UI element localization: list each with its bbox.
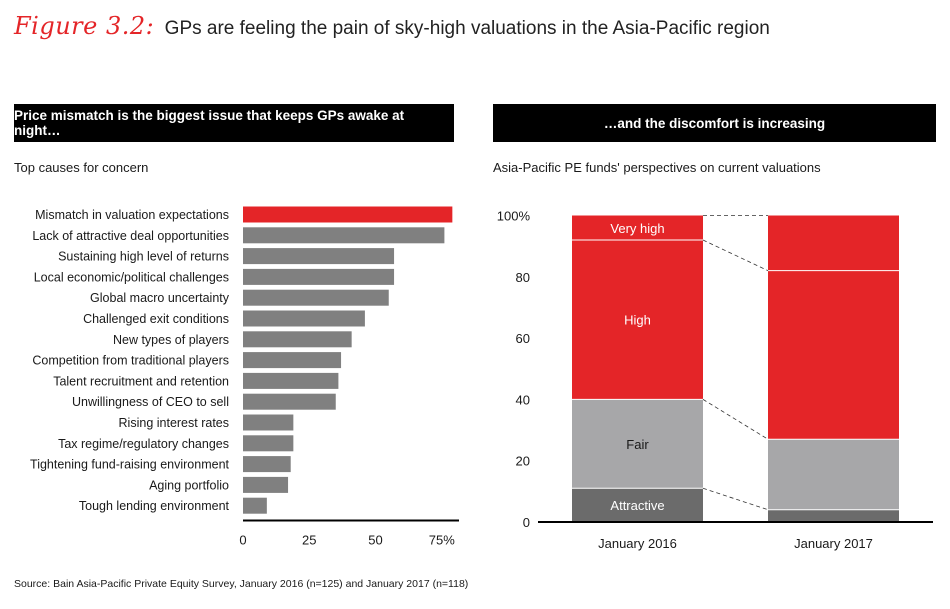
left-subtitle: Top causes for concern <box>14 160 149 175</box>
y-tick-label: 40 <box>516 392 530 407</box>
category-axis-label: January 2017 <box>794 536 873 551</box>
concern-bar <box>243 227 445 244</box>
concern-bar <box>243 289 389 306</box>
figure-label: Figure 3.2: <box>14 12 155 40</box>
x-tick-label: 25 <box>302 533 316 548</box>
category-label: Sustaining high level of returns <box>58 250 229 264</box>
figure-title: Figure 3.2: GPs are feeling the pain of … <box>14 12 770 44</box>
x-tick-label: 50 <box>368 533 382 548</box>
category-label: Global macro uncertainty <box>90 291 230 305</box>
category-label: Mismatch in valuation expectations <box>35 208 229 222</box>
segment-label: Attractive <box>610 498 664 513</box>
x-tick-label: 0 <box>239 533 246 548</box>
concern-bar <box>243 456 291 473</box>
connector-line <box>702 487 769 511</box>
valuation-segment <box>572 215 703 241</box>
valuation-segment <box>768 270 899 440</box>
category-label: New types of players <box>113 333 229 347</box>
concern-bar <box>243 372 339 389</box>
left-banner: Price mismatch is the biggest issue that… <box>14 104 454 142</box>
concern-bar <box>243 248 395 265</box>
category-label: Aging portfolio <box>149 478 229 492</box>
category-label: Local economic/political challenges <box>34 270 229 284</box>
category-label: Rising interest rates <box>119 416 229 430</box>
valuation-segment <box>768 215 899 271</box>
concern-bar <box>243 206 453 223</box>
concern-bar <box>243 310 365 327</box>
segment-label: High <box>624 313 651 328</box>
connector-line <box>702 399 769 440</box>
y-tick-label: 0 <box>523 515 530 530</box>
concern-bar <box>243 352 342 369</box>
segment-label: Fair <box>626 437 649 452</box>
category-label: Tax regime/regulatory changes <box>58 437 229 451</box>
concern-bar <box>243 268 395 285</box>
connector-line <box>702 239 769 272</box>
right-banner: …and the discomfort is increasing <box>493 104 936 142</box>
concern-bar <box>243 414 294 431</box>
valuation-segment <box>768 509 899 522</box>
category-label: Talent recruitment and retention <box>53 374 229 388</box>
right-subtitle: Asia-Pacific PE funds' perspectives on c… <box>493 160 821 175</box>
y-tick-label: 80 <box>516 270 530 285</box>
segment-label: Very high <box>610 221 664 236</box>
category-label: Lack of attractive deal opportunities <box>32 229 229 243</box>
concern-bar <box>243 497 267 514</box>
category-label: Tough lending environment <box>79 499 230 513</box>
category-axis-label: January 2016 <box>598 536 677 551</box>
y-tick-label: 20 <box>516 454 530 469</box>
source-note: Source: Bain Asia-Pacific Private Equity… <box>14 578 469 590</box>
valuation-segment <box>572 488 703 522</box>
y-tick-label: 60 <box>516 331 530 346</box>
y-tick-label: 100% <box>497 209 531 224</box>
valuation-segment <box>768 439 899 510</box>
valuation-segment <box>572 240 703 400</box>
valuation-segment <box>572 399 703 489</box>
category-label: Unwillingness of CEO to sell <box>72 395 229 409</box>
concern-bar <box>243 476 289 493</box>
category-label: Tightening fund-raising environment <box>30 458 229 472</box>
figure-title-text: GPs are feeling the pain of sky-high val… <box>164 18 770 39</box>
category-label: Competition from traditional players <box>32 354 229 368</box>
concern-bar <box>243 435 294 452</box>
category-label: Challenged exit conditions <box>83 312 229 326</box>
concern-bar <box>243 393 336 410</box>
concern-bar <box>243 331 352 348</box>
x-tick-label: 75% <box>429 533 455 548</box>
